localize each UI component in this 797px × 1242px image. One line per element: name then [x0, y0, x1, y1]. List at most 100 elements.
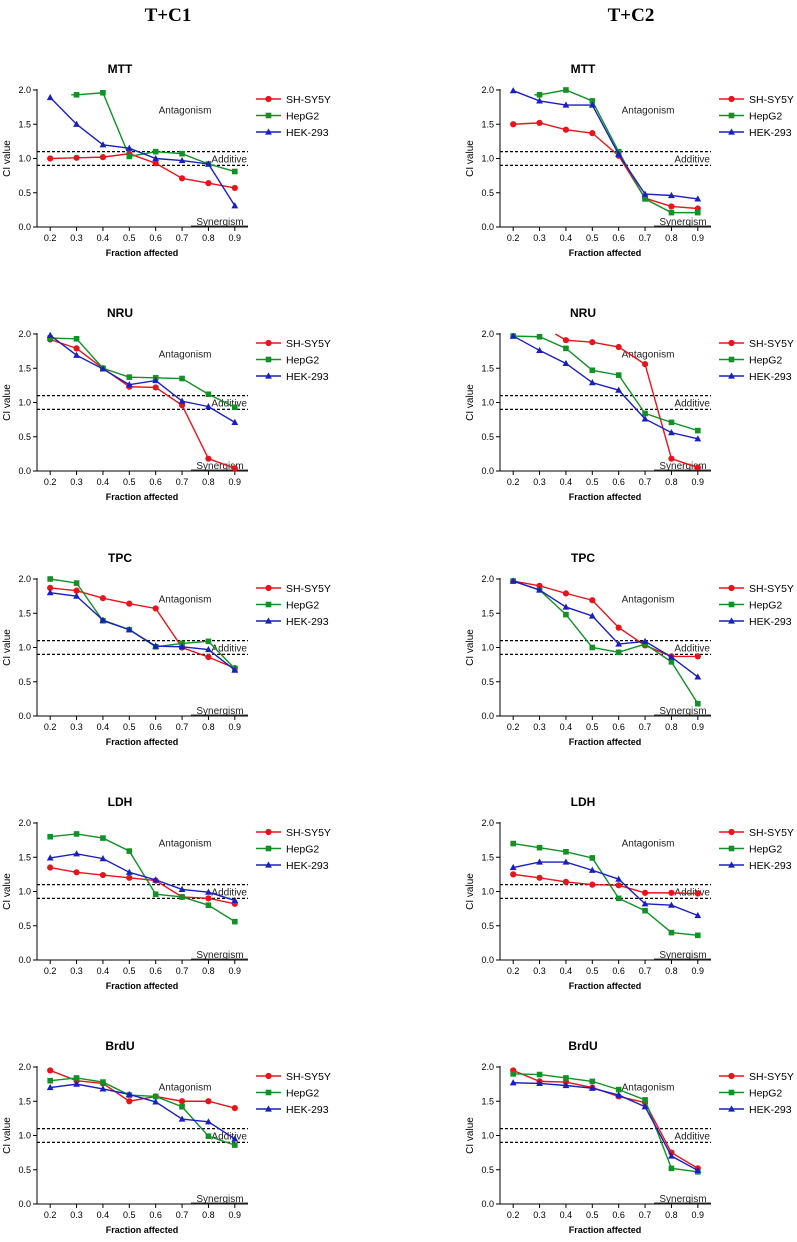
- legend-item-hepg2: HepG2: [256, 600, 319, 612]
- y-axis-label: CI value: [2, 873, 13, 910]
- legend-item-hepg2: HepG2: [256, 1088, 319, 1100]
- x-tick-label: 0.5: [123, 722, 136, 732]
- y-tick-label: 2.0: [18, 1062, 31, 1072]
- data-point: [73, 1080, 80, 1087]
- series-line: [49, 334, 236, 423]
- data-point: [588, 1084, 596, 1091]
- x-tick-label: 0.3: [70, 477, 83, 487]
- x-tick-label: 0.4: [97, 722, 110, 732]
- x-tick-label: 0.5: [123, 1210, 136, 1220]
- series-line: [50, 592, 236, 671]
- data-point: [668, 659, 675, 665]
- x-tick-label: 0.7: [639, 477, 652, 487]
- data-point: [615, 386, 623, 393]
- data-point: [615, 895, 622, 902]
- legend-label: HepG2: [749, 111, 782, 123]
- y-tick-label: 1.0: [18, 398, 31, 408]
- data-point: [126, 848, 133, 854]
- y-tick-label: 0.0: [481, 1199, 494, 1209]
- legend-marker: [265, 112, 272, 119]
- data-point: [588, 379, 596, 386]
- antagonism-label: Antagonism: [622, 105, 675, 116]
- legend-marker: [728, 861, 735, 868]
- y-tick-label: 2.0: [18, 85, 31, 95]
- data-point: [562, 359, 570, 367]
- data-point: [205, 455, 212, 462]
- additive-label: Additive: [674, 1132, 710, 1143]
- series-hek-293: [509, 858, 702, 919]
- data-point: [47, 1067, 54, 1074]
- x-tick-label: 0.6: [149, 966, 162, 976]
- chart-title: BrdU: [568, 1039, 597, 1053]
- y-tick-label: 1.5: [481, 119, 494, 129]
- data-point: [668, 455, 675, 462]
- data-point: [231, 1105, 238, 1112]
- x-tick-label: 0.3: [70, 1210, 83, 1220]
- data-point: [510, 840, 516, 847]
- x-tick-label: 0.4: [560, 233, 573, 243]
- legend-item-hepg2: HepG2: [719, 1088, 782, 1100]
- x-tick-label: 0.6: [612, 1210, 625, 1220]
- legend-label: HEK-293: [286, 371, 329, 383]
- x-tick-label: 0.8: [665, 722, 678, 732]
- chart-title: NRU: [107, 306, 133, 320]
- series-line: [50, 1083, 236, 1140]
- data-point: [46, 331, 54, 338]
- y-tick-label: 0.5: [18, 432, 31, 442]
- x-tick-label: 0.9: [229, 966, 242, 976]
- data-point: [642, 1097, 648, 1103]
- additive-label: Additive: [211, 888, 247, 899]
- y-tick-label: 1.5: [481, 608, 494, 618]
- data-point: [562, 603, 570, 610]
- data-point: [615, 343, 622, 351]
- x-axis-label: Fraction affected: [569, 492, 642, 502]
- x-tick-label: 0.7: [176, 477, 189, 487]
- legend-label: HepG2: [286, 844, 319, 856]
- x-axis-label: Fraction affected: [106, 248, 179, 258]
- legend-marker: [728, 601, 735, 608]
- series-hepg2: [47, 831, 238, 925]
- data-point: [152, 605, 159, 612]
- series-hek-293: [46, 331, 239, 425]
- x-tick-label: 0.6: [612, 233, 625, 243]
- x-tick-label: 0.3: [533, 233, 546, 243]
- chart-title: LDH: [571, 795, 596, 809]
- x-tick-label: 0.4: [97, 966, 110, 976]
- data-point: [536, 586, 543, 593]
- legend-label: HEK-293: [749, 1104, 792, 1116]
- legend-marker: [265, 95, 272, 103]
- data-point: [615, 1091, 623, 1098]
- data-point: [47, 335, 53, 341]
- legend-label: SH-SY5Y: [749, 94, 794, 106]
- series-hek-293: [46, 850, 239, 904]
- data-point: [178, 1098, 186, 1105]
- legend-label: HEK-293: [749, 616, 792, 628]
- synergism-label: Synergism: [659, 950, 706, 961]
- x-tick-label: 0.7: [639, 233, 652, 243]
- legend-label: SH-SY5Y: [749, 1071, 794, 1083]
- x-tick-label: 0.8: [665, 1210, 678, 1220]
- data-point: [205, 888, 212, 895]
- series-hek-293: [509, 577, 702, 680]
- legend-marker: [728, 128, 735, 135]
- legend-marker: [728, 356, 735, 363]
- x-tick-label: 0.7: [176, 722, 189, 732]
- legend-label: HEK-293: [286, 616, 329, 628]
- additive-label: Additive: [211, 155, 247, 166]
- x-tick-label: 0.3: [533, 477, 546, 487]
- data-point: [73, 587, 80, 594]
- x-tick-label: 0.4: [97, 477, 110, 487]
- series-sh-sy5y: [47, 864, 238, 907]
- data-point: [205, 180, 212, 187]
- x-tick-label: 0.2: [44, 722, 57, 732]
- data-point: [47, 864, 54, 871]
- data-point: [668, 203, 675, 210]
- x-tick-label: 0.7: [639, 966, 652, 976]
- data-point: [536, 333, 543, 340]
- x-tick-label: 0.3: [70, 722, 83, 732]
- data-point: [562, 858, 570, 865]
- series-line: [50, 337, 236, 408]
- data-point: [589, 367, 596, 374]
- x-tick-label: 0.3: [533, 722, 546, 732]
